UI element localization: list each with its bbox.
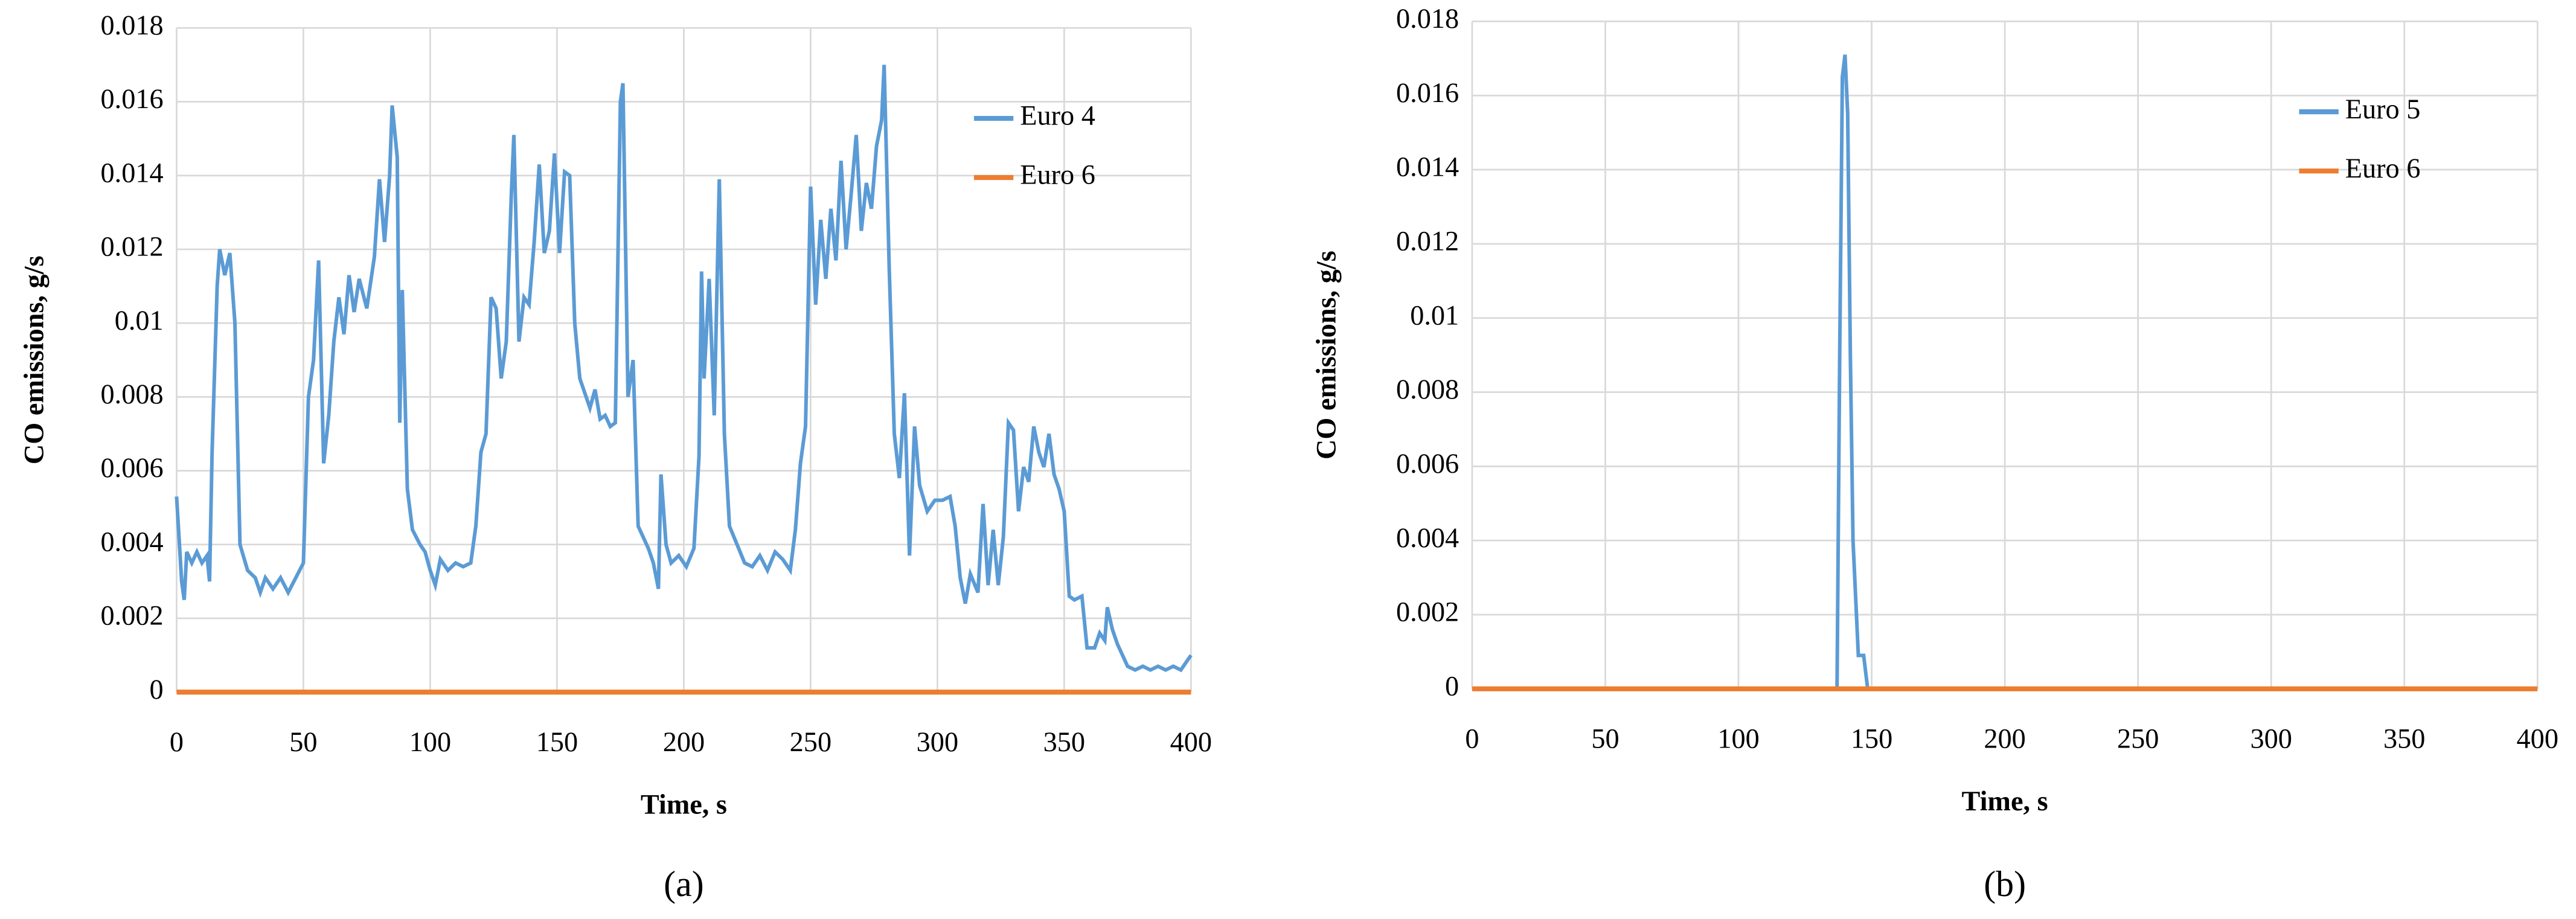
caption: (a) [664,864,703,904]
x-tick-label: 400 [1170,727,1212,758]
y-tick-label: 0.004 [101,527,164,557]
legend-label: Euro 4 [1020,101,1095,132]
y-tick-label: 0.01 [1410,300,1459,331]
legend-label: Euro 6 [2345,153,2421,184]
x-tick-label: 100 [409,727,451,758]
x-tick-label: 100 [1717,724,1759,755]
y-tick-label: 0.006 [101,453,164,484]
x-tick-label: 350 [2383,724,2425,755]
y-tick-label: 0.002 [1396,597,1459,628]
data-line [175,65,1193,673]
caption: (b) [1984,864,2026,904]
x-tick-label: 350 [1043,727,1085,758]
y-tick-label: 0.018 [1396,4,1459,34]
y-tick-label: 0.016 [101,84,164,115]
x-tick-label: 250 [790,727,831,758]
x-tick-label: 300 [2250,724,2292,755]
y-tick-label: 0.01 [115,306,164,336]
x-tick-label: 200 [663,727,705,758]
y-tick-label: 0 [1445,671,1459,702]
y-axis-title: CO emissions, g/s [19,255,50,464]
y-tick-label: 0.012 [101,232,164,263]
y-axis-title: CO emissions, g/s [1312,251,1342,460]
x-tick-label: 400 [2517,724,2558,755]
x-tick-label: 50 [289,727,317,758]
x-tick-label: 150 [536,727,578,758]
y-tick-label: 0.018 [101,10,164,41]
x-tick-label: 0 [170,727,184,758]
y-tick-label: 0.012 [1396,226,1459,257]
x-tick-label: 250 [2117,724,2159,755]
y-tick-label: 0.014 [101,158,164,188]
data-line [1472,54,1870,691]
x-tick-label: 50 [1591,724,1619,755]
legend-label: Euro 6 [1020,160,1095,191]
legend-label: Euro 5 [2345,94,2421,125]
y-tick-label: 0.016 [1396,78,1459,109]
x-tick-label: 200 [1984,724,2025,755]
y-tick-label: 0.008 [1396,374,1459,405]
y-tick-label: 0 [150,674,164,705]
x-tick-label: 150 [1851,724,1892,755]
x-axis-title: Time, s [1962,786,2048,817]
x-axis-title: Time, s [641,789,727,820]
x-tick-label: 0 [1465,724,1479,755]
y-tick-label: 0.014 [1396,152,1459,183]
y-tick-label: 0.002 [101,601,164,632]
y-tick-label: 0.004 [1396,523,1459,554]
x-tick-label: 300 [917,727,958,758]
y-tick-label: 0.006 [1396,449,1459,479]
y-tick-label: 0.008 [101,379,164,410]
